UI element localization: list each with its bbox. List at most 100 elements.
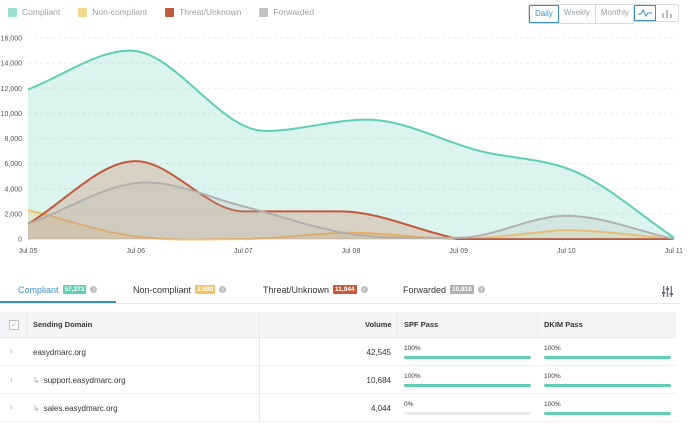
column-header-volume[interactable]: Volume [365,320,392,329]
legend-swatch-threat [165,7,175,17]
period-daily-button[interactable]: Daily [529,5,559,23]
column-settings-icon [662,286,673,297]
active-tab-indicator [0,301,116,303]
tab-count-badge: 11,944 [333,285,357,294]
domain-cell: ↳ sales.easydmarc.org [33,404,118,413]
y-tick-label: 16,000 [1,36,23,43]
info-icon: i [219,286,227,293]
domain-cell: easydmarc.org [33,348,86,357]
legend-item-threat-unknown[interactable]: Threat/Unknown [165,7,241,17]
legend-item-compliant[interactable]: Compliant [8,7,60,17]
legend-label: Threat/Unknown [179,7,242,17]
chart-legend: Compliant Non-compliant Threat/Unknown F… [8,5,314,19]
bar-chart-button[interactable] [656,5,678,21]
column-header-domain[interactable]: Sending Domain [33,320,93,329]
tab-count-badge: 3,680 [195,285,216,294]
info-icon: i [90,286,98,293]
legend-swatch-compliant [8,7,17,17]
x-tick-label: Jul 11 [665,248,683,255]
line-compliant [27,49,675,239]
y-tick-label: 12,000 [1,86,23,93]
spf-percent: 100% [404,373,421,380]
column-divider [259,394,260,422]
column-divider [397,312,398,338]
domain-cell: ↳ support.easydmarc.org [33,376,126,385]
tab-count-badge: 10,818 [450,285,474,294]
spf-progress-bar [404,412,531,415]
dkim-progress-fill [544,356,671,359]
info-icon: i [477,286,485,293]
legend-item-forwarded[interactable]: Forwarded [259,7,314,17]
y-tick-label: 8,000 [4,136,22,143]
volume-cell: 10,684 [366,376,391,385]
tab-label: Non-compliant [133,284,192,295]
period-monthly-button[interactable]: Monthly [595,5,634,23]
result-tabs: Compliant 57,273 i Non-compliant 3,680 i… [0,276,688,304]
legend-swatch-non-compliant [78,7,88,17]
dkim-percent: 100% [544,345,561,352]
subdomain-arrow-icon: ↳ [33,404,40,413]
area-threat-unknown [28,161,674,239]
column-divider [259,312,260,338]
legend-label: Non-compliant [92,7,148,17]
column-header-dkim[interactable]: DKIM Pass [544,320,583,329]
table-row[interactable]: › easydmarc.org 42,545 100% 100% [0,338,676,366]
table-row[interactable]: › ↳ support.easydmarc.org 10,684 100% 100… [0,366,676,394]
domain-name: support.easydmarc.org [43,376,126,385]
line-forwarded [27,181,675,240]
volume-cell: 42,545 [366,348,391,357]
domain-name: sales.easydmarc.org [43,404,118,413]
dkim-progress-bar [544,356,671,359]
dkim-progress-bar [544,384,671,387]
info-icon: i [360,286,368,293]
tab-label: Threat/Unknown [263,284,330,295]
tab-forwarded[interactable]: Forwarded 10,818 i [403,276,485,303]
dkim-progress-bar [544,412,671,415]
dkim-percent: 100% [544,373,561,380]
y-tick-label: 0 [18,237,22,244]
legend-label: Forwarded [273,7,315,17]
column-settings-button[interactable] [662,284,673,302]
y-tick-label: 4,000 [4,186,22,193]
x-tick-label: Jul 07 [234,248,253,255]
tab-count-badge: 57,273 [62,285,87,294]
column-divider [259,366,260,394]
legend-item-non-compliant[interactable]: Non-compliant [78,7,147,17]
traffic-area-chart: 0 2,000 4,000 6,000 8,000 10,000 12,000 14,000 1… [1,36,684,256]
table-row[interactable]: › ↳ sales.easydmarc.org 4,044 0% 100% [0,394,676,422]
y-tick-label: 6,000 [4,161,22,168]
spf-percent: 0% [404,401,414,408]
spf-progress-fill [404,384,531,387]
column-divider [26,312,27,338]
line-chart-button[interactable] [634,5,656,21]
column-header-spf[interactable]: SPF Pass [404,320,439,329]
tab-label: Compliant [18,284,59,295]
spf-progress-bar [404,356,531,359]
tab-compliant[interactable]: Compliant 57,273 i [18,276,98,303]
chart-type-toggle [633,4,679,22]
spf-percent: 100% [404,345,421,352]
select-all-checkbox[interactable]: ✓ [9,320,19,330]
period-weekly-button[interactable]: Weekly [558,5,596,23]
line-threat-unknown [27,160,674,240]
volume-cell: 4,044 [370,404,391,413]
spf-progress-bar [404,384,531,387]
expand-chevron-icon[interactable]: › [10,403,13,412]
tab-non-compliant[interactable]: Non-compliant 3,680 i [133,276,227,303]
sending-domains-table: ✓ Sending Domain Volume SPF Pass DKIM Pa… [0,312,676,422]
expand-chevron-icon[interactable]: › [10,375,13,384]
legend-swatch-forwarded [259,7,269,17]
tab-threat-unknown[interactable]: Threat/Unknown 11,944 i [263,276,368,303]
line-chart-icon [638,8,652,17]
column-divider [259,338,260,366]
dkim-percent: 100% [544,401,561,408]
spf-progress-fill [404,356,531,359]
expand-chevron-icon[interactable]: › [10,347,13,356]
dkim-progress-fill [544,412,671,415]
x-tick-label: Jul 08 [342,248,361,255]
line-non-compliant [27,209,675,241]
x-tick-label: Jul 05 [19,248,38,255]
period-toggle: Daily Weekly Monthly [528,4,635,24]
area-compliant [28,50,674,239]
bar-chart-icon [662,10,672,18]
